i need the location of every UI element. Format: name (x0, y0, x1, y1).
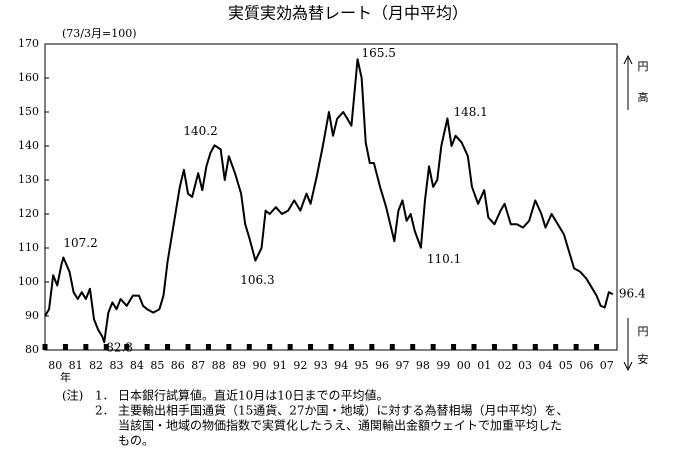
x-tick-label: 81 (69, 359, 83, 372)
x-tick (267, 344, 273, 350)
x-tick (124, 344, 130, 350)
x-axis-label: 年 (60, 370, 71, 384)
note-num: 2． (95, 404, 115, 418)
x-tick-label: 85 (150, 359, 164, 372)
annotation: 106.3 (240, 273, 274, 287)
x-tick (308, 344, 314, 350)
annotation: 165.5 (362, 46, 396, 60)
x-tick-label: 05 (559, 359, 573, 372)
x-tick-label: 91 (273, 359, 287, 372)
y-tick-label: 80 (25, 343, 39, 356)
x-tick-label: 84 (130, 359, 144, 372)
x-tick (594, 344, 600, 350)
note-text: 日本銀行試算値。直近10月は10日までの平均値。 (118, 388, 389, 403)
x-tick-label: 83 (110, 359, 124, 372)
x-tick (471, 344, 477, 350)
y-tick-label: 170 (18, 37, 39, 50)
x-tick-label: 00 (457, 359, 471, 372)
y-tick-label: 110 (18, 241, 39, 254)
y-tick-label: 160 (18, 71, 39, 84)
x-tick-label: 92 (293, 359, 307, 372)
note-head: (注) (62, 388, 83, 403)
y-tick-label: 90 (25, 309, 39, 322)
x-tick-label: 03 (518, 359, 532, 372)
x-tick-label: 90 (253, 359, 267, 372)
annotation: 96.4 (619, 287, 646, 301)
x-tick (430, 344, 436, 350)
x-tick-label: 93 (314, 359, 328, 372)
x-tick-label: 01 (477, 359, 491, 372)
annotation: 82.3 (106, 341, 133, 355)
chart-title: 実質実効為替レート（月中平均） (228, 4, 468, 23)
x-tick-label: 80 (48, 359, 62, 372)
x-tick-label: 82 (89, 359, 103, 372)
x-tick-label: 94 (334, 359, 348, 372)
x-tick (553, 344, 559, 350)
x-tick-label: 06 (579, 359, 593, 372)
x-tick (246, 344, 252, 350)
x-tick (144, 344, 150, 350)
right-label: 安 (638, 352, 649, 366)
x-tick (328, 344, 334, 350)
x-tick (491, 344, 497, 350)
x-tick (205, 344, 211, 350)
annotation: 140.2 (183, 124, 217, 138)
right-label: 円 (638, 325, 649, 338)
subtitle: (73/3月=100) (62, 27, 137, 40)
x-tick-label: 97 (396, 359, 410, 372)
x-tick (573, 344, 579, 350)
y-tick-label: 120 (18, 207, 39, 220)
annotation: 110.1 (427, 252, 461, 266)
note-text: 主要輸出相手国通貨（15通貨、27か国・地域）に対する為替相場（月中平均）を、 (118, 403, 569, 418)
right-label: 高 (638, 90, 649, 104)
x-tick (83, 344, 89, 350)
x-tick-label: 95 (355, 359, 369, 372)
x-tick-label: 96 (375, 359, 389, 372)
x-tick-label: 99 (436, 359, 450, 372)
x-tick (103, 344, 109, 350)
x-tick (287, 344, 293, 350)
note-num: 1． (95, 389, 115, 403)
arrows (623, 54, 633, 372)
x-tick-label: 98 (416, 359, 430, 372)
x-tick (165, 344, 171, 350)
x-tick (62, 344, 68, 350)
plot-frame (44, 43, 618, 351)
x-tick (410, 344, 416, 350)
x-tick (369, 344, 375, 350)
x-tick-label: 02 (498, 359, 512, 372)
right-label: 円 (638, 60, 649, 73)
x-tick (512, 344, 518, 350)
x-tick (451, 344, 457, 350)
x-tick (185, 344, 191, 350)
x-tick (226, 344, 232, 350)
x-tick-label: 89 (232, 359, 246, 372)
x-tick-label: 86 (171, 359, 185, 372)
y-tick-label: 140 (18, 139, 39, 152)
x-tick-label: 87 (191, 359, 205, 372)
annotation: 107.2 (63, 236, 97, 250)
note-text: 当該国・地域の物価指数で実質化したうえ、通関輸出金額ウェイトで加重平均した (118, 418, 562, 433)
x-tick (348, 344, 354, 350)
note-text: もの。 (118, 434, 154, 448)
x-tick-label: 07 (600, 359, 614, 372)
y-tick-label: 130 (18, 173, 39, 186)
annotation: 148.1 (453, 105, 487, 119)
x-tick-label: 04 (539, 359, 553, 372)
data-line (44, 58, 614, 344)
x-tick (389, 344, 395, 350)
x-tick (42, 344, 48, 350)
y-tick-label: 100 (18, 275, 39, 288)
x-tick (532, 344, 538, 350)
x-tick-label: 88 (212, 359, 226, 372)
y-tick-label: 150 (18, 105, 39, 118)
